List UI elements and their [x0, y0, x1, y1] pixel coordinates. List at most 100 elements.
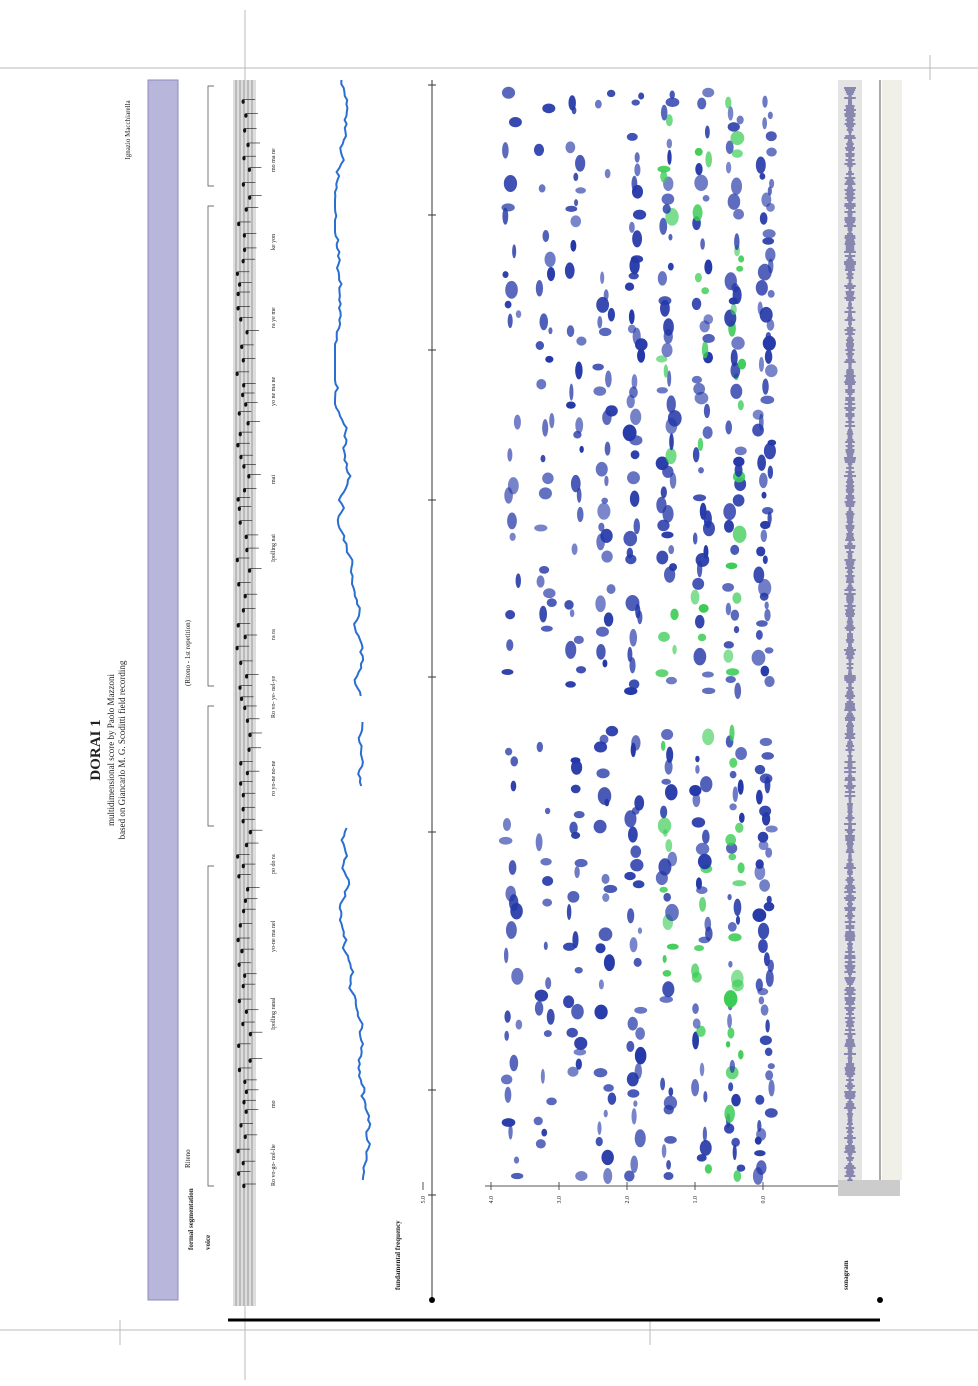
- lyric: mo ma ne: [271, 148, 277, 172]
- spectro-blob: [574, 199, 578, 206]
- spectro-blob: [667, 139, 673, 149]
- section-label: (Riteno - 1st repetition): [184, 619, 192, 686]
- spectro-blob: [567, 325, 574, 337]
- source: based on Giancarlo M. G. Scoditti field …: [117, 660, 127, 839]
- spectro-blob: [704, 404, 710, 418]
- spectro-blob: [501, 203, 514, 211]
- spectro-blob: [730, 1060, 735, 1073]
- spectro-blob: [765, 1108, 778, 1118]
- spectro-blob: [605, 405, 617, 416]
- spectro-blob: [735, 446, 747, 455]
- spectro-blob: [663, 955, 667, 963]
- spectro-blob: [695, 273, 702, 282]
- spectro-blob: [752, 650, 766, 666]
- spectro-blob: [759, 996, 764, 1004]
- spectro-blob: [668, 234, 672, 241]
- note: [245, 330, 248, 334]
- spectro-blob: [731, 610, 740, 621]
- spectro-blob: [756, 156, 766, 173]
- spectro-blob: [539, 566, 549, 574]
- rotated-score: DORAI 1 multidimensional score by Paolo …: [88, 80, 902, 1320]
- spectro-blob: [603, 1168, 612, 1184]
- spectro-blob: [759, 473, 768, 488]
- spectro-blob: [534, 144, 544, 156]
- spectro-blob: [604, 476, 608, 487]
- spectro-blob: [766, 332, 771, 341]
- spectro-blob: [602, 659, 607, 667]
- spectro-blob: [571, 215, 582, 227]
- spectro-blob: [664, 1136, 677, 1144]
- spectro-blob: [765, 825, 777, 832]
- spectro-blob: [695, 148, 703, 156]
- spectro-blob: [724, 520, 734, 533]
- spectro-blob: [672, 645, 676, 655]
- spectro-blob: [736, 266, 743, 272]
- spectro-blob: [507, 448, 512, 462]
- spectro-blob: [668, 263, 674, 271]
- spectro-blob: [731, 304, 737, 315]
- spectro-blob: [662, 193, 675, 204]
- spectro-blob: [601, 498, 608, 504]
- spectro-blob: [765, 1019, 769, 1032]
- note: [237, 292, 240, 296]
- spectro-blob: [631, 1108, 636, 1124]
- note: [235, 646, 238, 650]
- spectro-blob: [536, 833, 543, 851]
- spectro-blob: [594, 1068, 608, 1077]
- spectro-blob: [660, 1078, 665, 1091]
- note: [242, 819, 245, 823]
- spectro-blob: [733, 786, 738, 802]
- spectro-blob: [663, 970, 672, 977]
- spectro-blob: [608, 1093, 617, 1105]
- spectro-blob: [731, 970, 744, 988]
- spectro-blob: [599, 979, 604, 989]
- spectro-blob: [567, 891, 579, 903]
- spectro-blob: [703, 195, 710, 202]
- spectro-blob: [537, 575, 545, 587]
- spectro-blob: [755, 765, 765, 775]
- spectro-blob: [693, 494, 706, 501]
- author: Ignazio Macchiarella: [124, 99, 132, 159]
- note: [242, 984, 245, 988]
- spectro-blob: [607, 90, 615, 97]
- spectro-blob: [758, 301, 763, 314]
- spectro-blob: [574, 1037, 587, 1050]
- spectro-blob: [660, 806, 667, 819]
- spectro-blob: [596, 1137, 603, 1146]
- spectro-blob: [627, 471, 640, 484]
- spectro-blob: [635, 1063, 642, 1079]
- spectro-blob: [760, 396, 774, 404]
- spectro-blob: [704, 917, 711, 932]
- note: [236, 306, 239, 310]
- spectro-blob: [768, 112, 773, 120]
- spectro-blob: [502, 271, 508, 278]
- spectro-blob: [727, 1028, 734, 1039]
- spectro-blob: [511, 968, 523, 985]
- spectro-blob: [753, 410, 764, 420]
- spectro-blob: [756, 978, 763, 991]
- spectro-blob: [603, 1084, 614, 1092]
- spectro-blob: [511, 1173, 523, 1179]
- spectro-blob: [698, 467, 704, 473]
- spectro-blob: [638, 927, 642, 934]
- spectro-blob: [763, 555, 768, 564]
- spectro-blob: [729, 758, 737, 768]
- spectro-blob: [760, 666, 769, 677]
- spectro-blob: [539, 184, 546, 192]
- note: [240, 949, 243, 953]
- note: [244, 113, 247, 117]
- spectro-blob: [661, 486, 667, 498]
- note: [248, 733, 251, 737]
- spectro-blob: [638, 92, 644, 99]
- spectro-blob: [664, 1172, 674, 1180]
- spectro-blob: [660, 996, 673, 1003]
- spectro-blob: [695, 615, 705, 629]
- note: [242, 99, 245, 103]
- spectro-blob: [699, 604, 709, 613]
- spectro-blob: [635, 152, 640, 162]
- spectro-blob: [516, 310, 521, 318]
- spectro-blob: [575, 859, 588, 867]
- spectro-blob: [764, 952, 770, 966]
- spectro-blob: [605, 442, 611, 456]
- spectro-blob: [504, 1010, 510, 1022]
